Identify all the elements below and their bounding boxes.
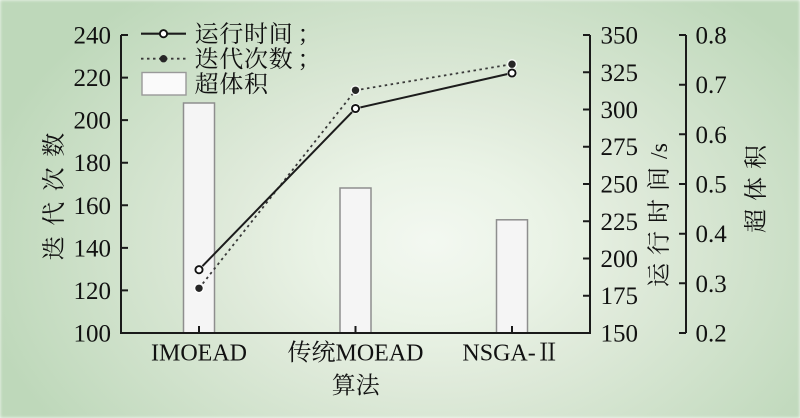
- svg-text:300: 300: [601, 97, 639, 124]
- svg-text:140: 140: [74, 235, 112, 262]
- svg-text:100: 100: [74, 321, 112, 348]
- svg-text:/s: /s: [647, 143, 673, 159]
- svg-text:0.6: 0.6: [696, 122, 727, 149]
- svg-text:0.2: 0.2: [696, 321, 727, 348]
- svg-text:0.4: 0.4: [696, 221, 728, 248]
- svg-text:0.5: 0.5: [696, 172, 727, 199]
- svg-text:275: 275: [601, 134, 639, 161]
- svg-text:NSGA-: NSGA-: [462, 341, 535, 367]
- svg-text:120: 120: [74, 278, 112, 305]
- svg-text:0.7: 0.7: [696, 72, 727, 99]
- svg-text:200: 200: [74, 108, 112, 135]
- svg-text:IMOEAD: IMOEAD: [151, 341, 247, 367]
- svg-text:180: 180: [74, 150, 112, 177]
- svg-text:350: 350: [601, 23, 639, 50]
- svg-text:220: 220: [74, 65, 112, 92]
- svg-text:175: 175: [601, 283, 639, 310]
- svg-text:325: 325: [601, 60, 639, 87]
- svg-text:250: 250: [601, 172, 639, 199]
- svg-text:160: 160: [74, 193, 112, 220]
- svg-text:0.3: 0.3: [696, 271, 727, 298]
- svg-text:240: 240: [74, 23, 112, 50]
- svg-text:225: 225: [601, 209, 639, 236]
- svg-text:0.8: 0.8: [696, 23, 727, 50]
- svg-text:MOEAD: MOEAD: [336, 341, 424, 367]
- svg-text:150: 150: [601, 321, 639, 348]
- svg-text:200: 200: [601, 246, 639, 273]
